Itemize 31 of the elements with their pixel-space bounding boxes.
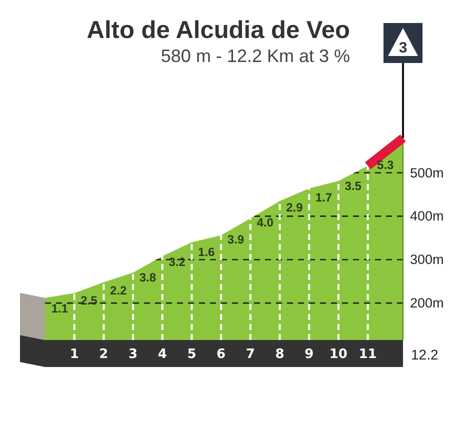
annotation: 2.2 [110, 283, 128, 298]
x-tick-label: 2 [99, 347, 108, 362]
annotation: 1.6 [198, 244, 216, 259]
annotation: 2.9 [286, 200, 304, 214]
text: 12.2 [411, 346, 438, 362]
y-tick-label: 200m [410, 296, 444, 311]
annotation: 4.0 [256, 216, 274, 230]
chart-title: Alto de Alcudia de Veo [86, 17, 350, 44]
chart-subtitle: 580 m - 12.2 Km at 3 % [160, 46, 350, 66]
annotation: 3.9 [227, 232, 244, 247]
x-tick-label: 3 [128, 347, 138, 362]
x-tick-label: 10 [329, 347, 348, 362]
x-tick-label: 5 [187, 347, 196, 362]
x-tick-label: 1 [70, 347, 79, 362]
annotation: 3.8 [139, 270, 156, 284]
annotation: 5.3 [377, 158, 394, 172]
y-tick-label: 300m [410, 252, 444, 268]
annotation: 2.5 [80, 293, 98, 308]
x-tick-label: 6 [216, 347, 226, 362]
x-tick-label: 11 [358, 347, 377, 362]
y-tick-label: 500m [410, 165, 444, 180]
annotation: 1.7 [315, 190, 332, 204]
x-tick-label: 4 [158, 347, 167, 362]
x-tick-label: 7 [246, 347, 255, 362]
annotation: 3.2 [168, 255, 186, 270]
y-tick-label: 400m [410, 208, 444, 224]
x-tick-label: 9 [304, 347, 314, 362]
annotation: 1.1 [51, 301, 68, 316]
annotation: 3.5 [344, 179, 362, 194]
x-tick-label: 8 [275, 347, 284, 362]
annotation: 3 [398, 40, 408, 56]
